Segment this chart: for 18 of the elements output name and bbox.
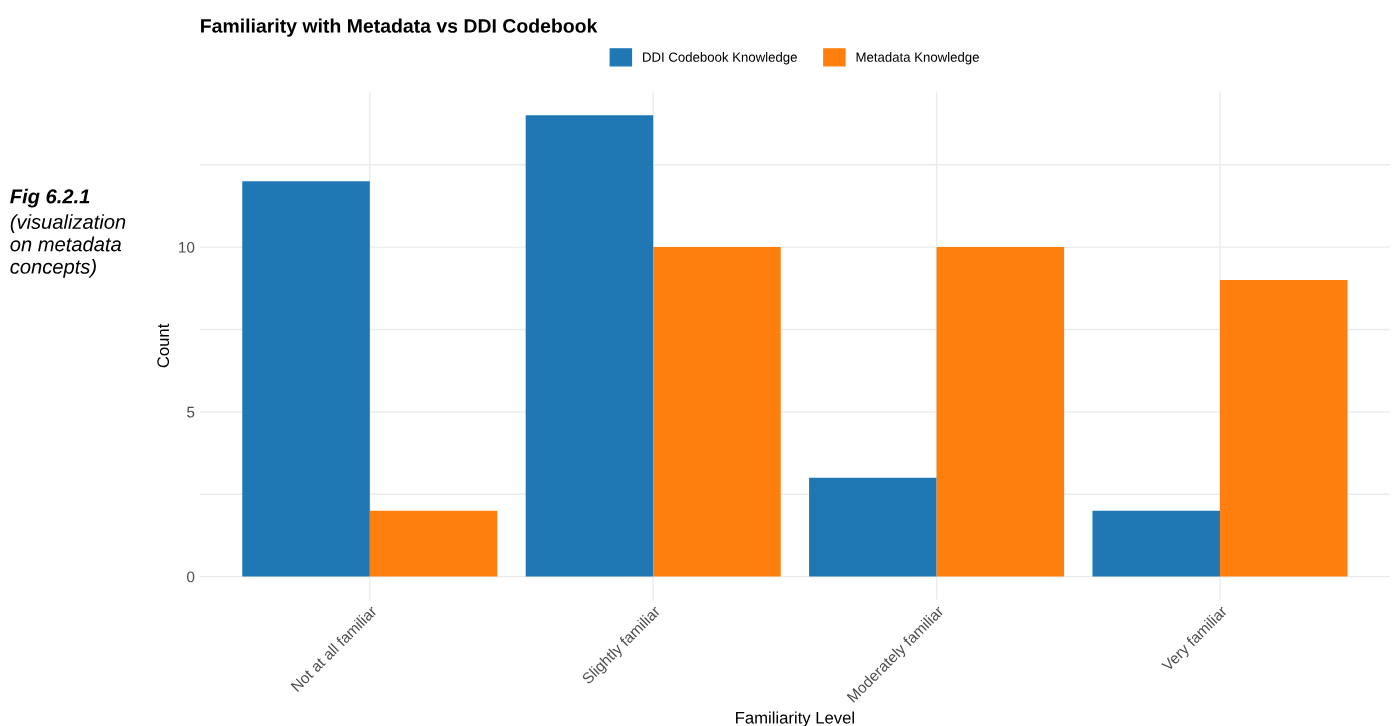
bar (1219, 280, 1348, 577)
bar (242, 181, 370, 577)
bar (809, 477, 937, 577)
y-axis-title: Count (157, 323, 170, 368)
bar (369, 510, 498, 577)
y-tick-label: 5 (187, 406, 195, 418)
y-tick-label: 0 (187, 571, 195, 583)
y-tick-label: 10 (179, 241, 195, 253)
x-axis-title: Familiarity Level (736, 711, 854, 726)
legend-label: DDI Codebook Knowledge (643, 52, 797, 65)
bar (525, 115, 654, 577)
chart-title: Familiarity with Metadata vs DDI Codebook (201, 18, 598, 37)
bar (936, 247, 1065, 577)
text: (visualization on metadata concepts) (10, 214, 126, 278)
caption: Fig 6.2.1 (10, 188, 90, 208)
bar (653, 247, 781, 577)
bar (1092, 510, 1220, 577)
legend-label: Metadata Knowledge (856, 52, 979, 65)
